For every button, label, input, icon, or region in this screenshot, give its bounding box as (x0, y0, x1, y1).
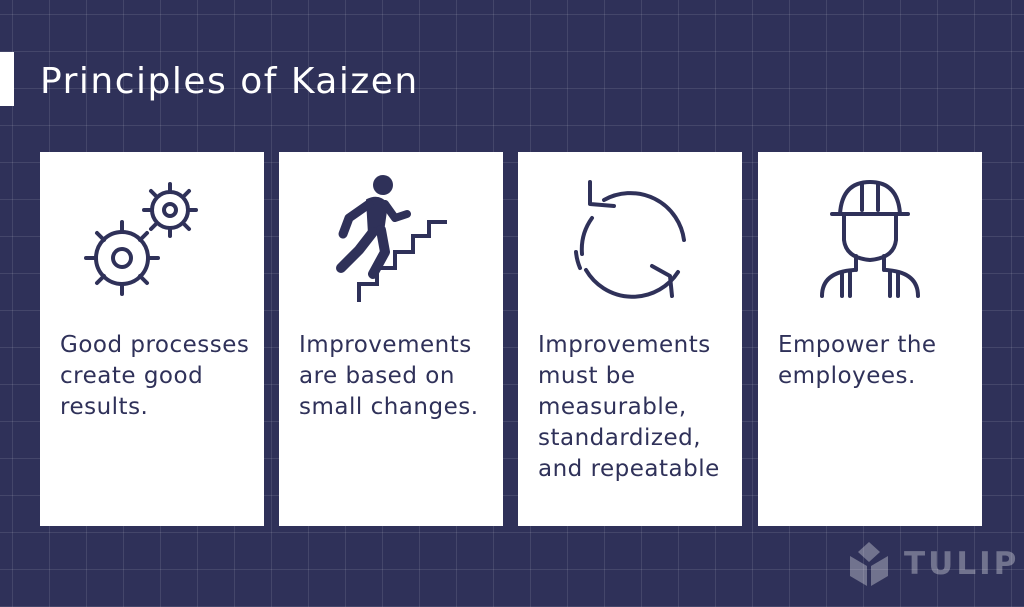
stairs-climber-icon (279, 170, 503, 310)
hardhat-worker-icon (758, 170, 982, 310)
principle-text: Empower the employees. (778, 332, 937, 389)
refresh-cycle-icon (518, 170, 742, 310)
principle-card-processes: Good processes create good results. (40, 152, 264, 526)
principle-card-measurable: Improvements must be measurable, standar… (518, 152, 742, 526)
tulip-logo-icon (846, 540, 892, 592)
principle-text: Good processes create good results. (60, 332, 250, 420)
gears-icon (40, 170, 264, 310)
principle-text: Improvements are based on small changes. (299, 332, 479, 420)
principle-card-empower: Empower the employees. (758, 152, 982, 526)
principle-text: Improvements must be measurable, standar… (538, 332, 720, 482)
title-accent-bar (0, 52, 14, 106)
principle-card-small-changes: Improvements are based on small changes. (279, 152, 503, 526)
tulip-logo-text: TULIP (904, 546, 1020, 582)
page-title: Principles of Kaizen (40, 61, 419, 102)
tulip-logo: TULIP (846, 540, 1016, 588)
